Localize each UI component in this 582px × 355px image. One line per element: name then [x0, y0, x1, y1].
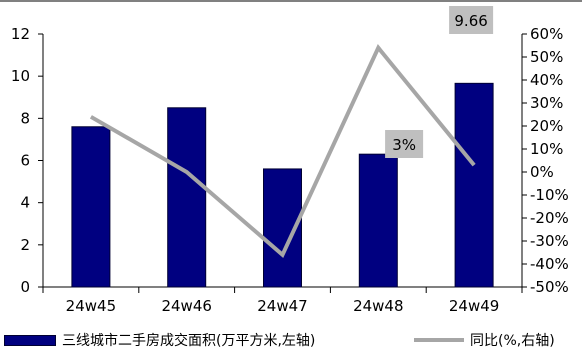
- right-tick-label: 0%: [530, 163, 554, 181]
- right-tick-label: 60%: [530, 25, 563, 43]
- right-tick-label: 40%: [530, 71, 563, 89]
- right-axis: -50% -40% -30% -20% -10% 0% 10% 20% 30% 40% 50% 60%: [521, 25, 569, 296]
- bar: [454, 82, 494, 288]
- left-tick-label: 4: [20, 194, 30, 212]
- right-tick-label: -50%: [530, 278, 569, 296]
- data-label: 3%: [392, 136, 416, 154]
- chart: 0 2 4 6 8 10 12 -50% -40% -30% -20% -10% 0% 10% 20% 30…: [0, 0, 582, 315]
- right-tick-label: 50%: [530, 48, 563, 66]
- x-tick-label: 24w49: [449, 297, 499, 315]
- left-axis: 0 2 4 6 8 10 12: [11, 25, 44, 296]
- left-tick-label: 12: [11, 25, 30, 43]
- x-tick-label: 24w47: [257, 297, 307, 315]
- data-label-box: [449, 6, 494, 34]
- bar: [358, 153, 398, 288]
- left-tick-label: 2: [20, 236, 30, 254]
- x-axis: 24w45 24w46 24w47 24w48 24w49: [42, 286, 523, 315]
- legend-item-bar: 三线城市二手房成交面积(万平方米,左轴): [4, 330, 315, 350]
- right-tick-label: 20%: [530, 117, 563, 135]
- bar-series: [71, 82, 494, 288]
- x-tick-label: 24w46: [161, 297, 211, 315]
- bar: [71, 126, 111, 288]
- legend: 三线城市二手房成交面积(万平方米,左轴) 同比(%,右轴): [0, 330, 582, 355]
- right-tick-label: -20%: [530, 209, 569, 227]
- legend-line-swatch: [414, 338, 464, 342]
- right-tick-label: -30%: [530, 232, 569, 250]
- line-series: [89, 44, 476, 259]
- data-label: 9.66: [454, 12, 487, 30]
- x-tick-label: 24w48: [353, 297, 403, 315]
- left-tick-label: 8: [20, 109, 30, 127]
- right-tick-label: -40%: [530, 255, 569, 273]
- left-tick-label: 10: [11, 67, 30, 85]
- right-tick-label: 10%: [530, 140, 563, 158]
- annotations: 9.66 3%: [385, 6, 494, 158]
- line-path: [89, 44, 476, 259]
- bar: [167, 107, 207, 288]
- left-tick-label: 0: [20, 278, 30, 296]
- legend-item-line: 同比(%,右轴): [414, 330, 555, 350]
- legend-bar-swatch: [4, 334, 56, 346]
- x-tick-label: 24w45: [66, 297, 116, 315]
- data-label-box: [385, 130, 424, 158]
- left-tick-label: 6: [20, 152, 30, 170]
- legend-label-line: 同比(%,右轴): [470, 333, 555, 349]
- right-tick-label: 30%: [530, 94, 563, 112]
- right-tick-label: -10%: [530, 186, 569, 204]
- legend-label-bar: 三线城市二手房成交面积(万平方米,左轴): [62, 333, 316, 349]
